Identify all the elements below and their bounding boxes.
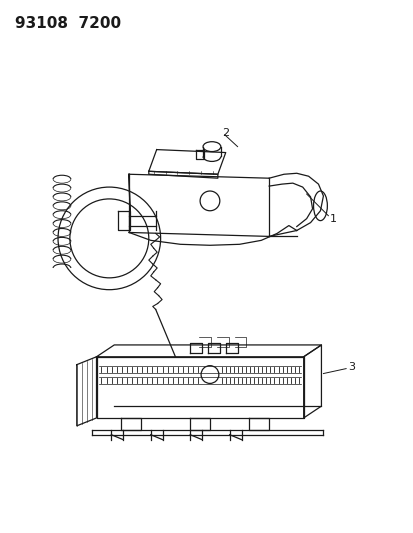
Text: 93108  7200: 93108 7200 [14,17,121,31]
Text: 2: 2 [221,128,228,138]
Text: 1: 1 [330,214,337,224]
Text: 3: 3 [347,361,354,372]
